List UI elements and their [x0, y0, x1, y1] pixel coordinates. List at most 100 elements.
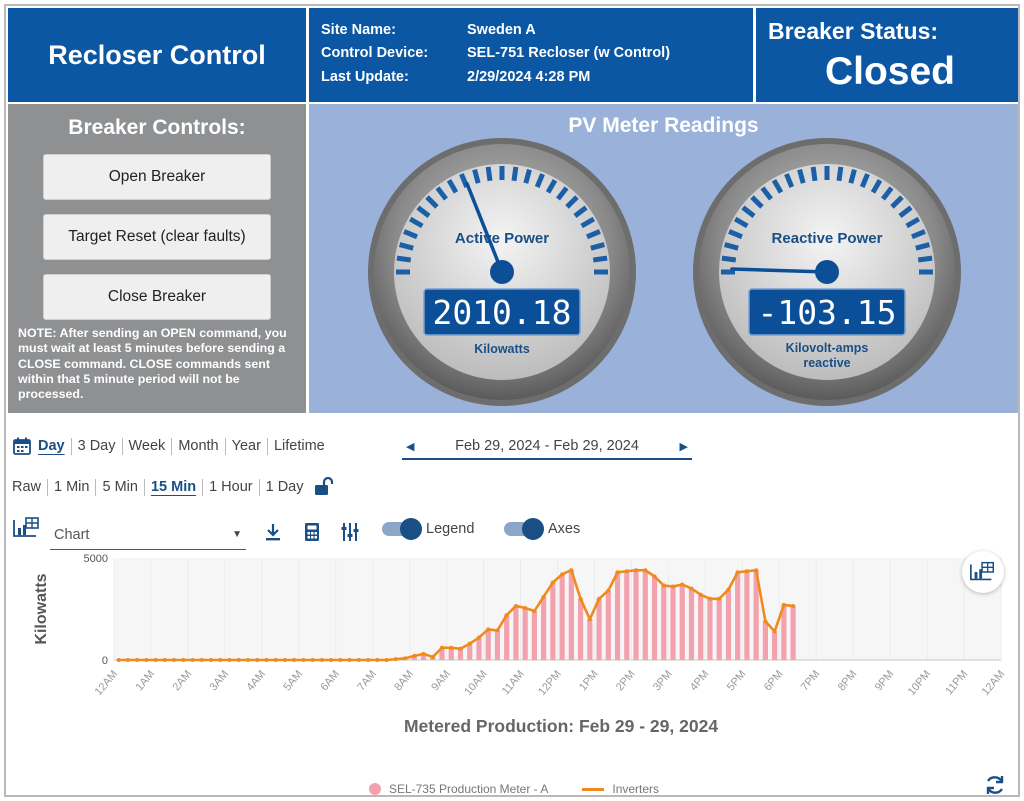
line-point: [375, 658, 380, 662]
legend-item-meter[interactable]: SEL-735 Production Meter - A: [368, 782, 548, 796]
gauge-needle: [730, 267, 829, 274]
gauge-needle: [465, 181, 504, 274]
bar: [457, 648, 464, 660]
gauge-tick: [435, 186, 448, 201]
gauge-readout-box: [748, 288, 906, 336]
line-point: [384, 658, 389, 662]
gauge-needle-hub: [815, 260, 839, 284]
line-point: [550, 580, 555, 585]
period-3-day[interactable]: 3 Day: [77, 438, 116, 454]
x-tick-label: 12PM: [536, 668, 564, 698]
line-point: [227, 658, 232, 662]
legend-item-inverters[interactable]: Inverters: [582, 782, 659, 796]
chart-options-button[interactable]: [962, 551, 1004, 593]
gauge-tick: [590, 242, 606, 251]
gauge-tick: [398, 242, 414, 251]
period-day[interactable]: Day: [38, 438, 65, 454]
interval-1-day[interactable]: 1 Day: [265, 479, 304, 495]
interval-1-hour[interactable]: 1 Hour: [209, 479, 253, 495]
line-point: [791, 603, 796, 608]
line-point: [781, 602, 786, 607]
gauge-readout-value: -103.15: [757, 293, 896, 332]
line-point: [624, 569, 629, 574]
period-lifetime[interactable]: Lifetime: [273, 438, 325, 454]
chart-view-icon[interactable]: [12, 516, 42, 540]
line-point: [301, 658, 306, 662]
line-point: [643, 568, 648, 573]
gauge-tick: [890, 195, 904, 209]
open-breaker-button[interactable]: Open Breaker: [43, 154, 271, 200]
bar: [651, 576, 658, 660]
gauge-unit: Kilowatts: [474, 342, 530, 356]
axes-toggle[interactable]: Axes: [504, 518, 580, 540]
period-toolbar: Day 3 Day Week Month Year Lifetime: [12, 436, 331, 456]
legend-toggle[interactable]: Legend: [382, 518, 474, 540]
legend-label-inverters: Inverters: [612, 782, 660, 796]
interval-15-min[interactable]: 15 Min: [150, 479, 197, 495]
close-breaker-button[interactable]: Close Breaker: [43, 274, 271, 320]
bar: [402, 658, 408, 660]
y-tick-label: 0: [102, 655, 108, 667]
line-point: [560, 572, 565, 577]
interval-5-min[interactable]: 5 Min: [102, 479, 138, 495]
site-name-row: Site Name: Sweden A: [321, 18, 753, 42]
gauge-tick: [403, 229, 418, 240]
bar: [716, 598, 722, 660]
control-device-value: SEL-751 Recloser (w Control): [467, 45, 671, 62]
line-point: [523, 605, 528, 610]
interval-1-min[interactable]: 1 Min: [54, 479, 90, 495]
gauge-tick: [511, 166, 519, 182]
y-tick-label: 5000: [84, 553, 108, 565]
gauge-tick: [556, 186, 569, 201]
plot-area: [114, 558, 1001, 660]
gauge-tick: [771, 178, 784, 194]
gauge-tick: [898, 205, 913, 218]
chart-title: Metered Production: Feb 29 - 29, 2024: [404, 716, 718, 736]
refresh-icon[interactable]: [984, 774, 1006, 796]
bar: [430, 656, 436, 660]
info-key: Last Update:: [321, 68, 409, 85]
bar: [624, 571, 630, 660]
gauge-tick: [721, 255, 737, 263]
line-point: [310, 658, 315, 662]
prev-arrow-icon[interactable]: ◀: [406, 440, 415, 453]
sliders-icon[interactable]: [340, 522, 360, 542]
calendar-icon[interactable]: [12, 436, 32, 456]
gauge-label: Reactive Power: [772, 230, 883, 247]
download-icon[interactable]: [264, 522, 282, 542]
view-select-value: Chart: [54, 526, 90, 543]
period-month[interactable]: Month: [178, 438, 219, 454]
target-reset-button[interactable]: Target Reset (clear faults): [43, 214, 271, 260]
interval-raw[interactable]: Raw: [12, 479, 42, 495]
next-arrow-icon[interactable]: ▶: [679, 440, 688, 453]
bar: [596, 598, 602, 660]
bar: [568, 570, 574, 660]
line-point: [282, 658, 287, 662]
period-year[interactable]: Year: [231, 438, 261, 454]
line-point: [615, 570, 620, 575]
line-point: [532, 609, 537, 614]
bar: [614, 572, 621, 660]
line-point: [190, 658, 195, 662]
bar: [522, 607, 528, 660]
gauge-tick: [881, 186, 894, 201]
view-select[interactable]: Chart ▼: [50, 520, 246, 550]
date-range-value: Feb 29, 2024 - Feb 29, 2024: [455, 438, 639, 454]
gauge-label: Active Power: [455, 230, 549, 247]
axes-toggle-switch[interactable]: [504, 518, 544, 540]
line-point: [135, 658, 140, 662]
calculator-icon[interactable]: [303, 522, 321, 542]
line-point: [440, 645, 445, 650]
x-tick-label: 11AM: [500, 668, 527, 697]
line-point: [292, 658, 297, 662]
x-tick-label: 1AM: [134, 668, 158, 693]
bar: [772, 631, 778, 660]
line-point: [495, 628, 500, 633]
line-point: [504, 613, 509, 618]
legend-toggle-switch[interactable]: [382, 518, 422, 540]
line-point: [735, 570, 740, 575]
period-week[interactable]: Week: [128, 438, 166, 454]
unlock-icon[interactable]: [314, 477, 336, 497]
line-point: [209, 658, 214, 662]
date-range-picker[interactable]: ◀ Feb 29, 2024 - Feb 29, 2024 ▶: [402, 434, 692, 460]
